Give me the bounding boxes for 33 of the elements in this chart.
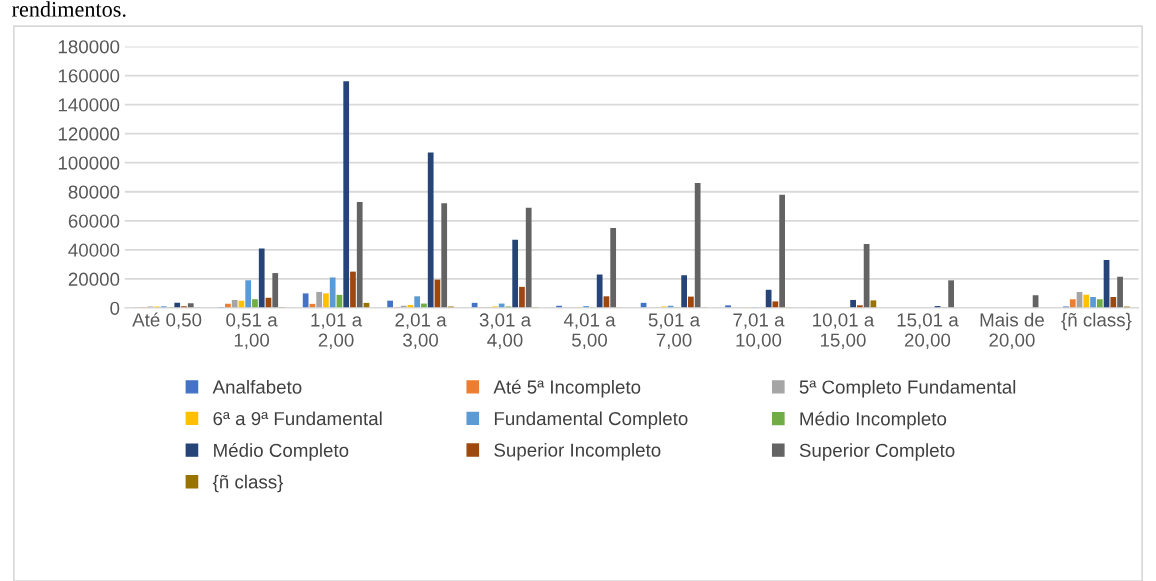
x-tick-label: 1,01 a 2,00: [311, 313, 363, 349]
y-tick-label: 40000: [68, 243, 120, 257]
x-tick-label: 10,01 a 15,00: [813, 313, 875, 349]
legend-label: {ñ class}: [212, 474, 284, 493]
legend-label: Superior Incompleto: [494, 443, 661, 461]
legend-label: Fundamental Completo: [494, 411, 688, 429]
y-tick-label: 180000: [58, 40, 120, 54]
legend-label: Médio Completo: [214, 443, 349, 461]
legend-label: Analfabeto: [212, 379, 302, 394]
x-tick-label: Até 0,50: [132, 312, 202, 329]
x-tick-label: 0,51 a 1,00: [226, 313, 278, 349]
y-tick-label: 20000: [68, 272, 120, 286]
legend-label: 5ª Completo Fundamental: [799, 379, 1016, 398]
y-tick-label: 160000: [58, 69, 120, 83]
y-tick-label: 140000: [58, 98, 120, 112]
x-tick-label: 15,01 a 20,00: [897, 313, 959, 349]
x-tick-label: 5,01 a 7,00: [648, 313, 701, 349]
y-tick-label: 80000: [68, 185, 120, 199]
x-tick-label: 2,01 a 3,00: [395, 313, 447, 349]
legend-label: Médio Incompleto: [800, 411, 947, 430]
y-tick-label: 100000: [58, 156, 120, 170]
y-tick-label: 60000: [68, 214, 120, 228]
legend-label: Superior Completo: [799, 443, 955, 461]
y-tick-label: 120000: [58, 127, 120, 141]
legend-label: Até 5ª Incompleto: [493, 379, 641, 398]
x-tick-label: Mais de 20,00: [980, 312, 1044, 349]
x-tick-label: 4,01 a 5,00: [563, 313, 616, 349]
legend-label: 6ª a 9ª Fundamental: [213, 411, 382, 426]
text: rendimentos.: [12, 1, 126, 17]
x-tick-label: {ñ class}: [1061, 312, 1132, 331]
x-tick-label: 3,01 a 4,00: [479, 313, 532, 349]
y-tick-label: 0: [110, 301, 120, 315]
x-tick-label: 7,01 a 10,00: [733, 313, 785, 349]
